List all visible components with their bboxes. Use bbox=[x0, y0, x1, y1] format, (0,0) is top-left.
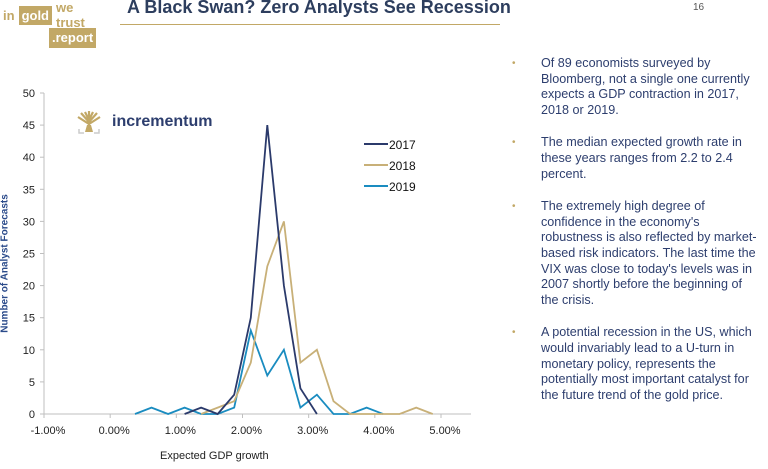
x-tick-label: 5.00% bbox=[429, 425, 460, 437]
y-tick-label: 40 bbox=[23, 152, 35, 164]
y-tick-label: 0 bbox=[29, 409, 35, 421]
bullet-item: • The median expected growth rate in the… bbox=[512, 135, 762, 182]
x-tick-label: 0.00% bbox=[99, 425, 130, 437]
x-tick-label: 4.00% bbox=[363, 425, 394, 437]
series-line-2017 bbox=[184, 125, 318, 416]
y-tick-label: 20 bbox=[23, 281, 35, 293]
bullet-dot-icon: • bbox=[512, 137, 516, 149]
logo-gold: gold bbox=[18, 5, 52, 25]
incrementum-logo: incrementum bbox=[76, 110, 212, 134]
bullet-item: • The extremely high degree of confidenc… bbox=[512, 199, 762, 308]
y-axis-label: Number of Analyst Forecasts bbox=[0, 194, 11, 333]
y-tick-label: 10 bbox=[23, 345, 35, 357]
bullet-text: A potential recession in the US, which w… bbox=[541, 325, 752, 402]
x-tick-label: -1.00% bbox=[31, 425, 66, 437]
bullet-item: • A potential recession in the US, which… bbox=[512, 325, 762, 403]
y-tick-label: 35 bbox=[23, 184, 35, 196]
bullet-dot-icon: • bbox=[512, 201, 516, 213]
y-tick-label: 5 bbox=[29, 377, 35, 389]
gdp-forecast-chart: 0 5 10 15 20 25 30 35 40 45 50 -1.00% 0.00% 1.00% 2.00… bbox=[23, 88, 471, 437]
bullet-dot-icon: • bbox=[512, 327, 516, 339]
legend-label-2017: 2017 bbox=[389, 138, 416, 152]
x-tick-label: 2.00% bbox=[231, 425, 262, 437]
y-tick-label: 15 bbox=[23, 313, 35, 325]
y-tick-label: 50 bbox=[23, 88, 35, 100]
x-tick-label: 3.00% bbox=[297, 425, 328, 437]
page-title: A Black Swan? Zero Analysts See Recessio… bbox=[127, 0, 511, 17]
page-number: 16 bbox=[693, 2, 705, 13]
series-line-2018 bbox=[200, 221, 434, 415]
bullet-dot-icon: • bbox=[512, 58, 516, 69]
bullet-text: The extremely high degree of confidence … bbox=[541, 199, 757, 307]
in-gold-we-trust-logo: in gold we trust .report bbox=[0, 0, 104, 48]
legend-label-2018: 2018 bbox=[389, 159, 416, 173]
series-line-2019 bbox=[134, 327, 384, 415]
tree-icon bbox=[77, 111, 101, 134]
y-tick-label: 25 bbox=[23, 249, 35, 261]
x-tick-label: 1.00% bbox=[165, 425, 196, 437]
y-tick-label: 30 bbox=[23, 216, 35, 228]
bullet-text: Of 89 economists surveyed by Bloomberg, … bbox=[541, 56, 750, 117]
legend-label-2019: 2019 bbox=[389, 180, 416, 194]
logo-in: in bbox=[3, 7, 15, 23]
logo-we-trust: we trust bbox=[56, 0, 85, 30]
bullet-text: The median expected growth rate in these… bbox=[541, 135, 742, 181]
incrementum-brand-name: incrementum bbox=[112, 113, 213, 130]
y-tick-label: 45 bbox=[23, 120, 35, 132]
x-axis-label: Expected GDP growth bbox=[160, 450, 269, 462]
bullet-item: • Of 89 economists surveyed by Bloomberg… bbox=[512, 56, 762, 118]
bullet-list: • Of 89 economists surveyed by Bloomberg… bbox=[512, 56, 762, 420]
title-divider bbox=[120, 24, 500, 25]
logo-report: .report bbox=[49, 28, 97, 48]
